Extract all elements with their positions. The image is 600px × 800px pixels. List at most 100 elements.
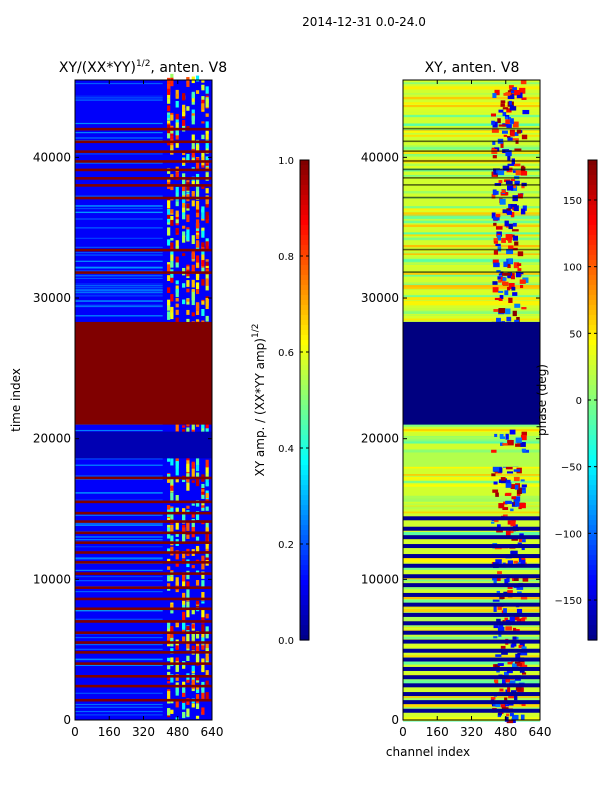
amplitude-channel-stripe	[205, 259, 209, 262]
amplitude-channel-stripe	[205, 172, 209, 181]
phase-streak	[403, 272, 540, 275]
amplitude-channel-stripe	[201, 243, 205, 252]
amplitude-channel-stripe	[205, 297, 209, 307]
phase-streak	[403, 558, 540, 562]
phase-wrap-patch	[504, 272, 511, 276]
y-tick-label: 40000	[361, 150, 399, 164]
colorbar-segment	[588, 505, 597, 511]
y-tick-label: 10000	[33, 572, 71, 586]
amplitude-channel-stripe	[191, 665, 195, 672]
phase-wrap-patch	[493, 636, 498, 639]
amplitude-channel-stripe	[186, 153, 190, 163]
phase-streak	[403, 511, 540, 514]
amplitude-channel-stripe	[201, 624, 205, 634]
amplitude-channel-stripe	[195, 302, 200, 312]
x-tick-label: 640	[201, 725, 224, 739]
amplitude-channel-stripe	[170, 314, 174, 320]
phase-wrap-patch	[507, 136, 511, 139]
amplitude-channel-stripe	[182, 600, 186, 605]
phase-wrap-patch	[502, 679, 506, 684]
x-tick-label: 480	[494, 725, 517, 739]
amplitude-channel-stripe	[170, 535, 174, 544]
colorbar-segment	[300, 190, 309, 196]
amplitude-channel-stripe	[205, 285, 209, 291]
amplitude-channel-stripe	[182, 573, 186, 582]
amplitude-streak	[75, 267, 163, 269]
amplitude-channel-stripe	[191, 624, 195, 629]
amplitude-channel-stripe	[191, 703, 195, 708]
amplitude-channel-stripe	[182, 235, 186, 243]
colorbar-segment	[300, 455, 309, 461]
phase-wrap-patch	[521, 134, 528, 140]
amplitude-flagged-row	[75, 248, 212, 252]
colorbar-segment	[588, 435, 597, 441]
amplitude-channel-stripe	[170, 174, 174, 177]
phase-wrap-patch	[519, 87, 526, 94]
phase-wrap-patch	[495, 559, 502, 564]
phase-wrap-patch	[521, 489, 526, 494]
amplitude-streak	[75, 291, 163, 293]
amplitude-channel-stripe	[195, 646, 200, 652]
amplitude-channel-stripe	[191, 158, 195, 162]
colorbar-segment	[300, 295, 309, 301]
amplitude-channel-stripe	[175, 129, 179, 136]
phase-wrap-patch	[521, 448, 527, 452]
phase-wrap-patch	[513, 614, 520, 621]
colorbar-segment	[588, 220, 597, 226]
amplitude-channel-stripe	[167, 548, 171, 552]
colorbar-segment	[588, 410, 597, 416]
colorbar-segment	[300, 275, 309, 281]
colorbar-segment	[588, 350, 597, 356]
amplitude-channel-stripe	[205, 131, 209, 140]
amplitude-channel-stripe	[175, 229, 179, 233]
colorbar-segment	[300, 385, 309, 391]
amplitude-channel-stripe	[170, 710, 174, 713]
colorbar-segment	[588, 345, 597, 351]
amplitude-channel-stripe	[170, 275, 174, 283]
phase-wrap-patch	[492, 155, 497, 159]
colorbar-segment	[300, 215, 309, 221]
amplitude-streak	[75, 237, 163, 239]
phase-wrap-patch	[503, 92, 511, 96]
amplitude-channel-stripe	[186, 81, 190, 87]
colorbar-segment	[588, 355, 597, 361]
phase-wrap-patch	[505, 192, 509, 196]
phase-wrap-patch	[503, 261, 508, 268]
phase-streak	[403, 310, 540, 315]
phase-wrap-patch	[516, 608, 523, 615]
phase-wrap-patch	[510, 520, 516, 527]
phase-wrap-patch	[502, 130, 508, 134]
phase-wrap-patch	[490, 113, 497, 117]
amplitude-channel-stripe	[195, 262, 200, 268]
colorbar-segment	[588, 270, 597, 276]
phase-streak	[403, 290, 540, 294]
phase-wrap-patch	[514, 501, 520, 507]
colorbar-segment	[300, 315, 309, 321]
phase-wrap-patch	[509, 617, 515, 622]
colorbar-segment	[300, 490, 309, 496]
amplitude-channel-stripe	[175, 288, 179, 293]
phase-streak	[403, 503, 540, 506]
colorbar-segment	[588, 615, 597, 621]
phase-wrap-patch	[512, 121, 519, 128]
amplitude-channel-stripe	[191, 503, 195, 506]
amplitude-channel-stripe	[195, 545, 200, 551]
amplitude-channel-stripe	[182, 104, 186, 113]
phase-streak	[403, 224, 540, 228]
colorbar-segment	[300, 620, 309, 626]
amplitude-channel-stripe	[191, 296, 195, 306]
amplitude-channel-stripe	[182, 181, 186, 187]
phase-wrap-patch	[497, 276, 503, 280]
colorbar-segment	[588, 310, 597, 316]
amplitude-flagged-row	[75, 271, 212, 274]
phase-wrap-patch	[511, 186, 518, 191]
amplitude-streak	[75, 205, 163, 207]
phase-flagged-row	[403, 612, 540, 617]
amplitude-channel-stripe	[167, 98, 171, 104]
phase-streak	[403, 264, 540, 267]
colorbar-segment	[588, 395, 597, 401]
phase-streak	[403, 433, 540, 437]
amplitude-channel-stripe	[191, 191, 195, 194]
amplitude-channel-stripe	[175, 285, 179, 292]
amplitude-channel-stripe	[205, 211, 209, 220]
